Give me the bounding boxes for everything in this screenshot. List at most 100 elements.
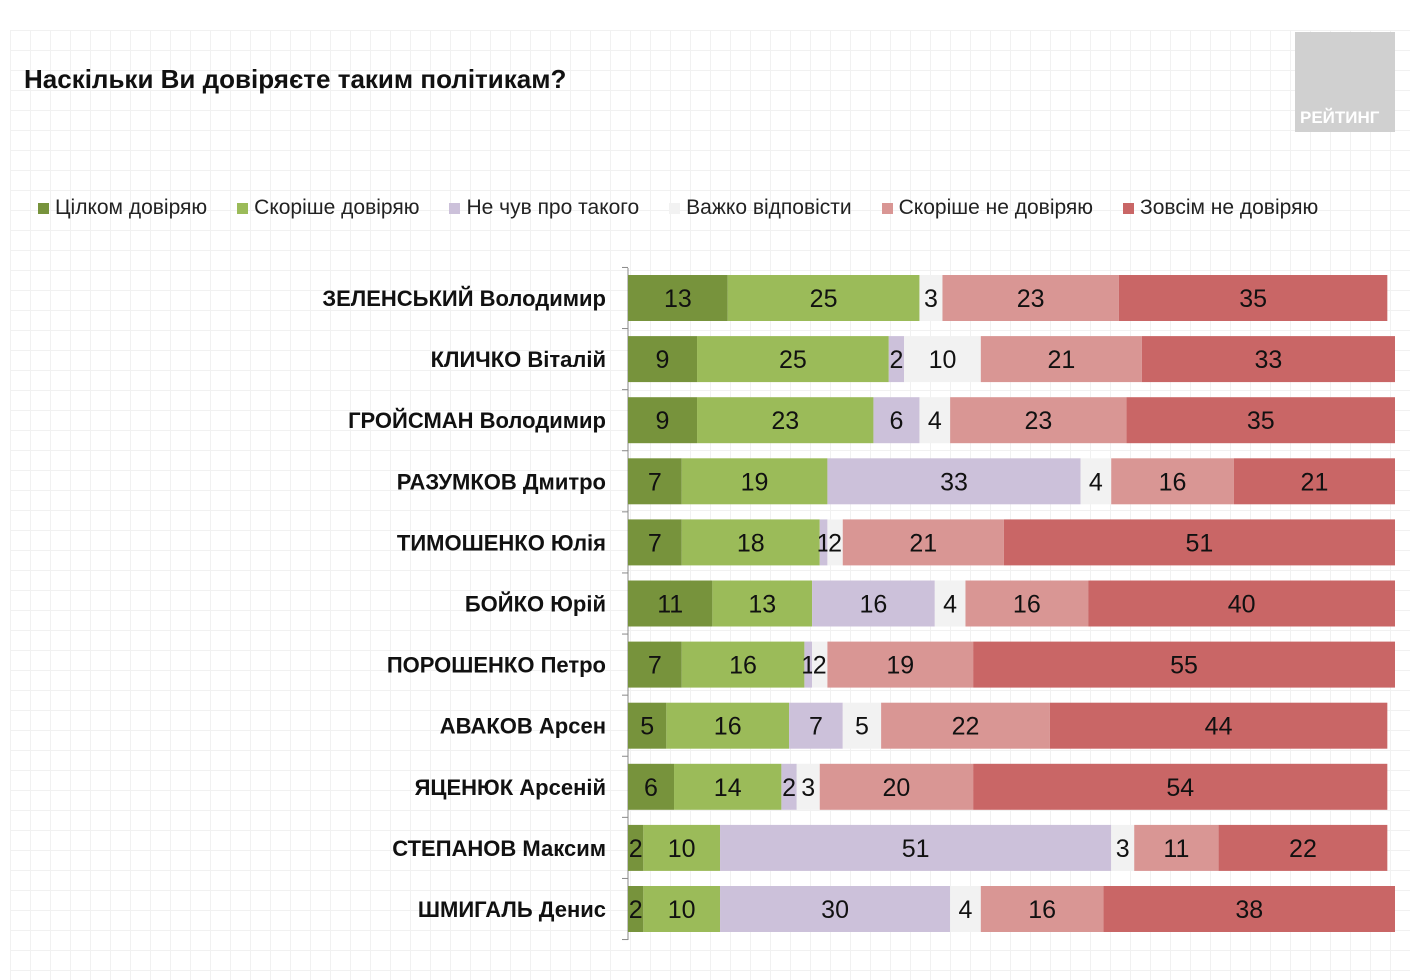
data-label: 7 [809,713,823,741]
category-label: КЛИЧКО Віталій [431,347,606,372]
bar-segment [980,886,1104,932]
data-label: 3 [924,285,938,313]
bar-segment [919,275,943,321]
legend-swatch [881,202,893,214]
rating-logo: РЕЙТИНГ [1295,32,1395,132]
bar-segment [973,763,1388,810]
data-label: 5 [855,713,869,741]
data-label: 35 [1239,285,1267,313]
data-label: 51 [1186,529,1214,557]
data-label: 19 [741,468,769,496]
data-label: 9 [656,407,670,435]
bar-segment [681,458,828,505]
bar-segment [804,641,813,688]
bar-segment [842,702,882,749]
category-label: ЗЕЛЕНСЬКИЙ Володимир [322,286,606,311]
bar-segment [643,886,721,932]
bar-segment [827,519,843,566]
bar-segment [950,886,981,932]
bar-segment [1141,336,1395,383]
bar-segment [628,763,675,810]
data-label: 38 [1235,896,1263,924]
bar-segment [904,336,981,383]
bar-segment [628,458,682,505]
legend-item: Скоріше довіряю [237,196,419,220]
bar-segment [819,519,828,566]
data-label: 33 [940,468,968,496]
data-label: 16 [860,591,888,619]
data-label: 2 [828,529,842,557]
data-label: 19 [886,652,914,680]
bar-segment [1049,702,1388,749]
data-label: 16 [1013,591,1041,619]
data-label: 11 [657,591,683,619]
category-label: ЯЦЕНЮК Арсеній [415,775,606,800]
data-label: 4 [928,407,942,435]
bar-segment [1134,824,1219,871]
bar-segment [666,702,790,749]
bar-segment [1088,580,1395,627]
bar-segment [827,458,1081,505]
data-label: 5 [640,713,654,741]
data-label: 10 [668,896,696,924]
data-label: 23 [1017,285,1045,313]
bar-segment [628,824,644,871]
data-label: 9 [656,346,670,374]
legend-swatch [449,202,461,214]
legend-swatch [237,202,249,214]
bar-segment [1080,458,1112,505]
bar-segment [628,580,713,627]
legend-item: Скоріше не довіряю [881,196,1094,220]
category-label: РАЗУМКОВ Дмитро [397,469,606,494]
data-label: 13 [748,591,776,619]
legend-label: Важко відповісти [686,196,852,219]
data-label: 13 [664,285,692,313]
bar-segment [1103,886,1395,932]
data-label: 2 [629,896,643,924]
legend: Цілком довіряю Скоріше довіряю Не чув про … [38,196,1348,220]
data-label: 11 [1163,835,1189,863]
data-label: 22 [952,713,980,741]
data-label: 2 [813,652,827,680]
bar-segment [934,580,966,627]
data-label: 7 [648,652,662,680]
bar-segment [697,397,874,444]
category-label: ГРОЙСМАН Володимир [348,408,606,433]
bar-segment [681,641,805,688]
bar-segment [720,886,951,932]
data-label: 1 [817,529,831,557]
data-label: 4 [943,591,957,619]
category-label: АВАКОВ Арсен [440,714,606,739]
bar-segment [973,641,1395,688]
legend-label: Не чув про такого [466,196,640,219]
data-label: 16 [1028,896,1056,924]
data-label: 10 [929,346,957,374]
bar-segment [781,763,797,810]
data-label: 10 [668,835,696,863]
legend-label: Скоріше довіряю [254,196,420,219]
data-label: 4 [959,896,973,924]
data-label: 3 [1116,835,1130,863]
data-label: 22 [1289,835,1317,863]
data-label: 1 [801,652,815,680]
data-label: 3 [801,774,815,802]
data-label: 35 [1247,407,1275,435]
bar-segment [842,519,1004,566]
bar-segment [628,641,682,688]
legend-label: Скоріше не довіряю [898,196,1094,219]
data-label: 33 [1255,346,1283,374]
bar-segment [812,580,935,627]
bar-segment [720,824,1112,871]
bar-segment [1118,275,1388,321]
data-label: 16 [729,652,757,680]
category-label: ТИМОШЕНКО Юлія [397,530,606,555]
bar-segment [697,336,889,383]
data-label: 6 [644,774,658,802]
legend-item: Цілком довіряю [38,196,207,220]
data-label: 25 [810,285,838,313]
data-label: 20 [883,774,911,802]
legend-item: Важко відповісти [669,196,852,220]
bar-segment [681,519,820,566]
bar-segment [965,580,1089,627]
bar-segment [712,580,813,627]
